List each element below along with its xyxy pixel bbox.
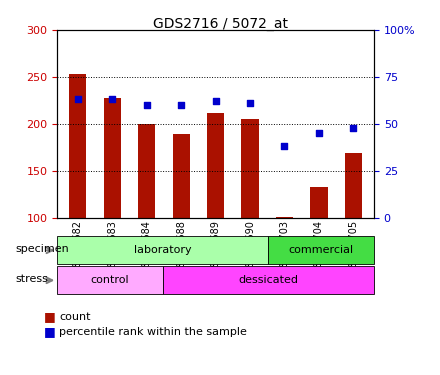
Bar	[69, 74, 87, 217]
Text: stress: stress	[15, 274, 48, 284]
FancyBboxPatch shape	[163, 266, 374, 294]
Point	[109, 96, 116, 102]
Text: specimen: specimen	[15, 244, 69, 254]
Text: percentile rank within the sample: percentile rank within the sample	[59, 327, 247, 337]
Point	[246, 100, 253, 106]
Bar	[345, 153, 362, 218]
Point	[178, 102, 185, 108]
FancyBboxPatch shape	[268, 236, 374, 264]
Text: laboratory: laboratory	[134, 245, 191, 255]
Text: dessicated: dessicated	[238, 275, 298, 285]
Point	[74, 96, 81, 102]
Point	[212, 98, 219, 104]
Bar	[138, 124, 155, 218]
Text: ■: ■	[44, 310, 56, 323]
Text: count: count	[59, 312, 91, 322]
Text: GDS2716 / 5072_at: GDS2716 / 5072_at	[153, 17, 287, 31]
Point	[350, 124, 357, 130]
FancyBboxPatch shape	[57, 236, 268, 264]
Bar	[242, 119, 259, 218]
Bar	[310, 187, 327, 218]
Bar	[207, 113, 224, 218]
Bar	[104, 98, 121, 218]
Text: control: control	[91, 275, 129, 285]
Point	[281, 143, 288, 149]
Text: commercial: commercial	[289, 245, 354, 255]
Text: ■: ■	[44, 326, 56, 338]
Bar	[172, 134, 190, 218]
Point	[143, 102, 150, 108]
Point	[315, 130, 323, 136]
FancyBboxPatch shape	[57, 266, 163, 294]
